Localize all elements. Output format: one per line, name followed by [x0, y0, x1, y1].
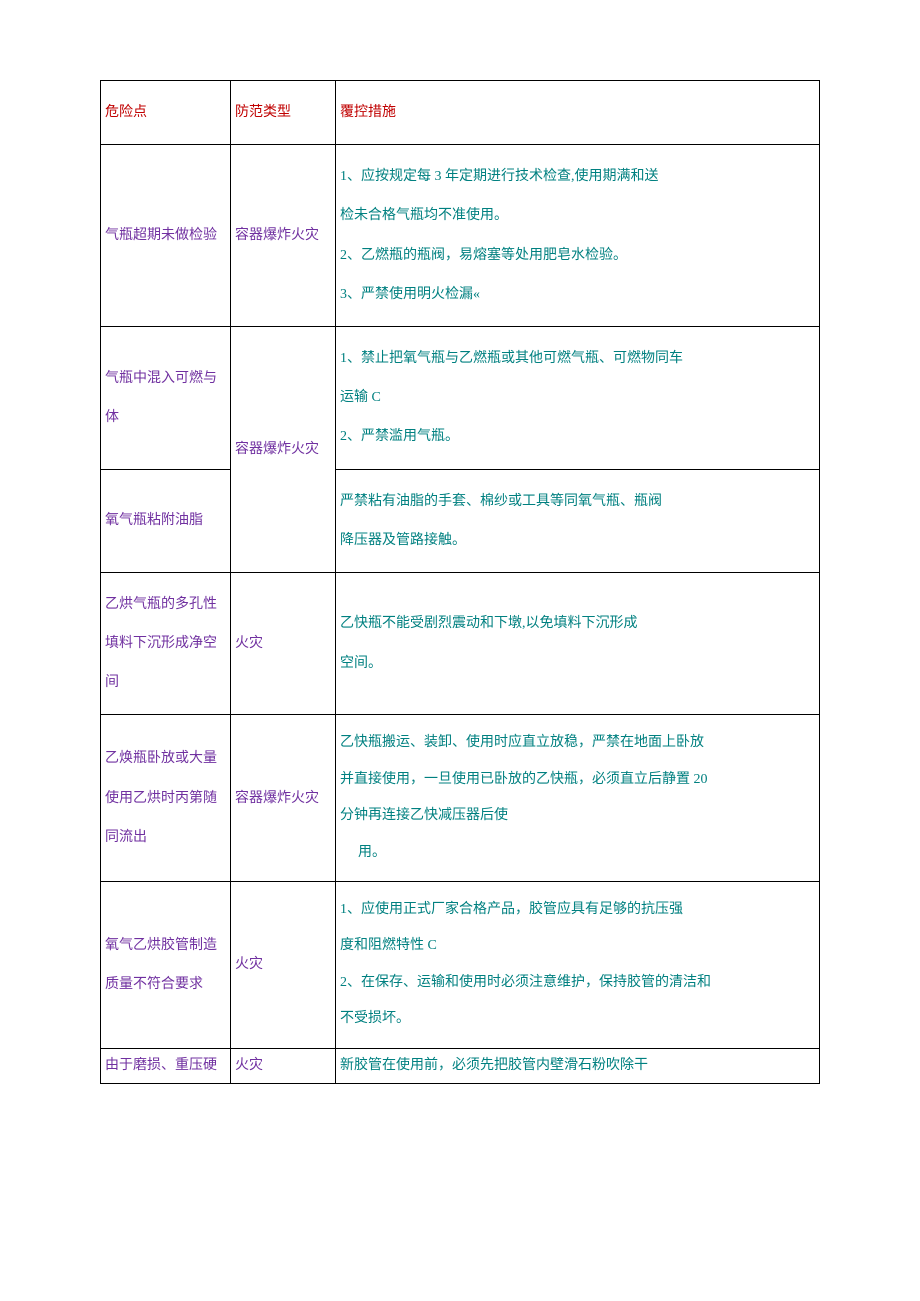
measure-text: 严禁粘有油脂的手套、棉纱或工具等同氧气瓶、瓶阀 降压器及管路接触。 — [336, 470, 819, 572]
measure-text: 1、应使用正式厂家合格产品，胶管应具有足够的抗压强 度和阻燃特性 C 2、在保存… — [336, 882, 819, 1048]
measure-line: 2、在保存、运输和使用时必须注意维护，保持胶管的清洁和 — [340, 975, 711, 990]
measure-cell: 乙快瓶搬运、装卸、使用时应直立放稳，严禁在地面上卧放 并直接使用，一旦使用已卧放… — [336, 715, 820, 882]
measure-text: 1、应按规定每 3 年定期进行技术检查,使用期满和送 检未合格气瓶均不准使用。 … — [336, 145, 819, 326]
measure-line: 检未合格气瓶均不准使用。 — [340, 208, 508, 223]
measure-text: 乙快瓶不能受剧烈震动和下墩,以免填料下沉形成 空间。 — [336, 592, 819, 694]
measure-line: 1、禁止把氧气瓶与乙燃瓶或其他可燃气瓶、可燃物同车 — [340, 351, 683, 366]
table-row: 乙焕瓶卧放或大量使用乙烘时丙第随同流出 容器爆炸火灾 乙快瓶搬运、装卸、使用时应… — [101, 715, 820, 882]
measure-line: 严禁粘有油脂的手套、棉纱或工具等同氧气瓶、瓶阀 — [340, 494, 662, 509]
table-row: 由于磨损、重压硬 火灾 新胶管在使用前，必须先把胶管内壁滑石粉吹除干 — [101, 1048, 820, 1083]
measure-cell: 乙快瓶不能受剧烈震动和下墩,以免填料下沉形成 空间。 — [336, 572, 820, 715]
type-text: 容器爆炸火灾 — [231, 418, 335, 481]
risk-text: 由于磨损、重压硬 — [101, 1049, 230, 1083]
risk-cell: 氧气乙烘胶管制造质量不符合要求 — [101, 882, 231, 1049]
risk-cell: 由于磨损、重压硬 — [101, 1048, 231, 1083]
measure-line: 乙快瓶不能受剧烈震动和下墩,以免填料下沉形成 — [340, 616, 638, 631]
measure-cell: 新胶管在使用前，必须先把胶管内壁滑石粉吹除干 — [336, 1048, 820, 1083]
type-cell-merged: 容器爆炸火灾 — [231, 326, 336, 572]
risk-cell: 乙焕瓶卧放或大量使用乙烘时丙第随同流出 — [101, 715, 231, 882]
risk-text: 乙烘气瓶的多孔性填料下沉形成净空间 — [101, 573, 230, 715]
measure-line: 空间。 — [340, 656, 382, 671]
measure-cell: 严禁粘有油脂的手套、棉纱或工具等同氧气瓶、瓶阀 降压器及管路接触。 — [336, 469, 820, 572]
table-row: 乙烘气瓶的多孔性填料下沉形成净空间 火灾 乙快瓶不能受剧烈震动和下墩,以免填料下… — [101, 572, 820, 715]
measure-line: 运输 C — [340, 390, 381, 405]
header-cell-risk: 危险点 — [101, 81, 231, 145]
type-cell: 火灾 — [231, 572, 336, 715]
header-label: 防范类型 — [231, 81, 335, 144]
measure-line: 并直接使用，一旦使用已卧放的乙快瓶，必须直立后静置 20 — [340, 772, 708, 787]
measure-cell: 1、应使用正式厂家合格产品，胶管应具有足够的抗压强 度和阻燃特性 C 2、在保存… — [336, 882, 820, 1049]
type-cell: 火灾 — [231, 1048, 336, 1083]
type-text: 火灾 — [231, 1049, 335, 1083]
type-text: 容器爆炸火灾 — [231, 767, 335, 830]
measure-line: 分钟再连接乙快减压器后使 — [340, 808, 508, 823]
measure-text: 乙快瓶搬运、装卸、使用时应直立放稳，严禁在地面上卧放 并直接使用，一旦使用已卧放… — [336, 715, 819, 881]
type-text: 火灾 — [231, 612, 335, 675]
risk-text: 气瓶超期未做检验 — [101, 204, 230, 267]
table-row: 气瓶超期未做检验 容器爆炸火灾 1、应按规定每 3 年定期进行技术检查,使用期满… — [101, 145, 820, 327]
header-cell-type: 防范类型 — [231, 81, 336, 145]
measure-line: 3、严禁使用明火检漏« — [340, 287, 480, 302]
risk-cell: 气瓶超期未做检验 — [101, 145, 231, 327]
type-cell: 火灾 — [231, 882, 336, 1049]
risk-text: 气瓶中混入可燃与体 — [101, 347, 230, 449]
measure-line: 新胶管在使用前，必须先把胶管内壁滑石粉吹除干 — [340, 1058, 648, 1073]
type-cell: 容器爆炸火灾 — [231, 145, 336, 327]
risk-cell: 乙烘气瓶的多孔性填料下沉形成净空间 — [101, 572, 231, 715]
measure-line: 降压器及管路接触。 — [340, 533, 466, 548]
measure-line: 乙快瓶搬运、装卸、使用时应直立放稳，严禁在地面上卧放 — [340, 735, 704, 750]
measure-text: 新胶管在使用前，必须先把胶管内壁滑石粉吹除干 — [336, 1049, 819, 1083]
measure-line: 不受损坏。 — [340, 1011, 410, 1026]
table-header-row: 危险点 防范类型 覆控措施 — [101, 81, 820, 145]
measure-line-indent: 用。 — [340, 835, 815, 871]
header-cell-measure: 覆控措施 — [336, 81, 820, 145]
risk-text: 氧气瓶粘附油脂 — [101, 489, 230, 552]
measure-line: 1、应使用正式厂家合格产品，胶管应具有足够的抗压强 — [340, 902, 683, 917]
measure-line: 度和阻燃特性 C — [340, 938, 437, 953]
risk-cell: 气瓶中混入可燃与体 — [101, 326, 231, 469]
measure-line: 1、应按规定每 3 年定期进行技术检查,使用期满和送 — [340, 169, 659, 184]
risk-text: 氧气乙烘胶管制造质量不符合要求 — [101, 914, 230, 1016]
hazard-table: 危险点 防范类型 覆控措施 气瓶超期未做检验 容器爆炸火灾 1、应按规定每 3 … — [100, 80, 820, 1084]
table-row: 氧气瓶粘附油脂 严禁粘有油脂的手套、棉纱或工具等同氧气瓶、瓶阀 降压器及管路接触… — [101, 469, 820, 572]
risk-text: 乙焕瓶卧放或大量使用乙烘时丙第随同流出 — [101, 727, 230, 869]
risk-cell: 氧气瓶粘附油脂 — [101, 469, 231, 572]
measure-line: 2、严禁滥用气瓶。 — [340, 429, 459, 444]
type-text: 火灾 — [231, 933, 335, 996]
table-row: 氧气乙烘胶管制造质量不符合要求 火灾 1、应使用正式厂家合格产品，胶管应具有足够… — [101, 882, 820, 1049]
measure-cell: 1、禁止把氧气瓶与乙燃瓶或其他可燃气瓶、可燃物同车 运输 C 2、严禁滥用气瓶。 — [336, 326, 820, 469]
measure-cell: 1、应按规定每 3 年定期进行技术检查,使用期满和送 检未合格气瓶均不准使用。 … — [336, 145, 820, 327]
table-row: 气瓶中混入可燃与体 容器爆炸火灾 1、禁止把氧气瓶与乙燃瓶或其他可燃气瓶、可燃物… — [101, 326, 820, 469]
measure-line: 2、乙燃瓶的瓶阀，易熔塞等处用肥皂水检验。 — [340, 248, 627, 263]
type-cell: 容器爆炸火灾 — [231, 715, 336, 882]
header-label: 覆控措施 — [336, 81, 819, 144]
type-text: 容器爆炸火灾 — [231, 204, 335, 267]
measure-text: 1、禁止把氧气瓶与乙燃瓶或其他可燃气瓶、可燃物同车 运输 C 2、严禁滥用气瓶。 — [336, 327, 819, 469]
header-label: 危险点 — [101, 81, 230, 144]
